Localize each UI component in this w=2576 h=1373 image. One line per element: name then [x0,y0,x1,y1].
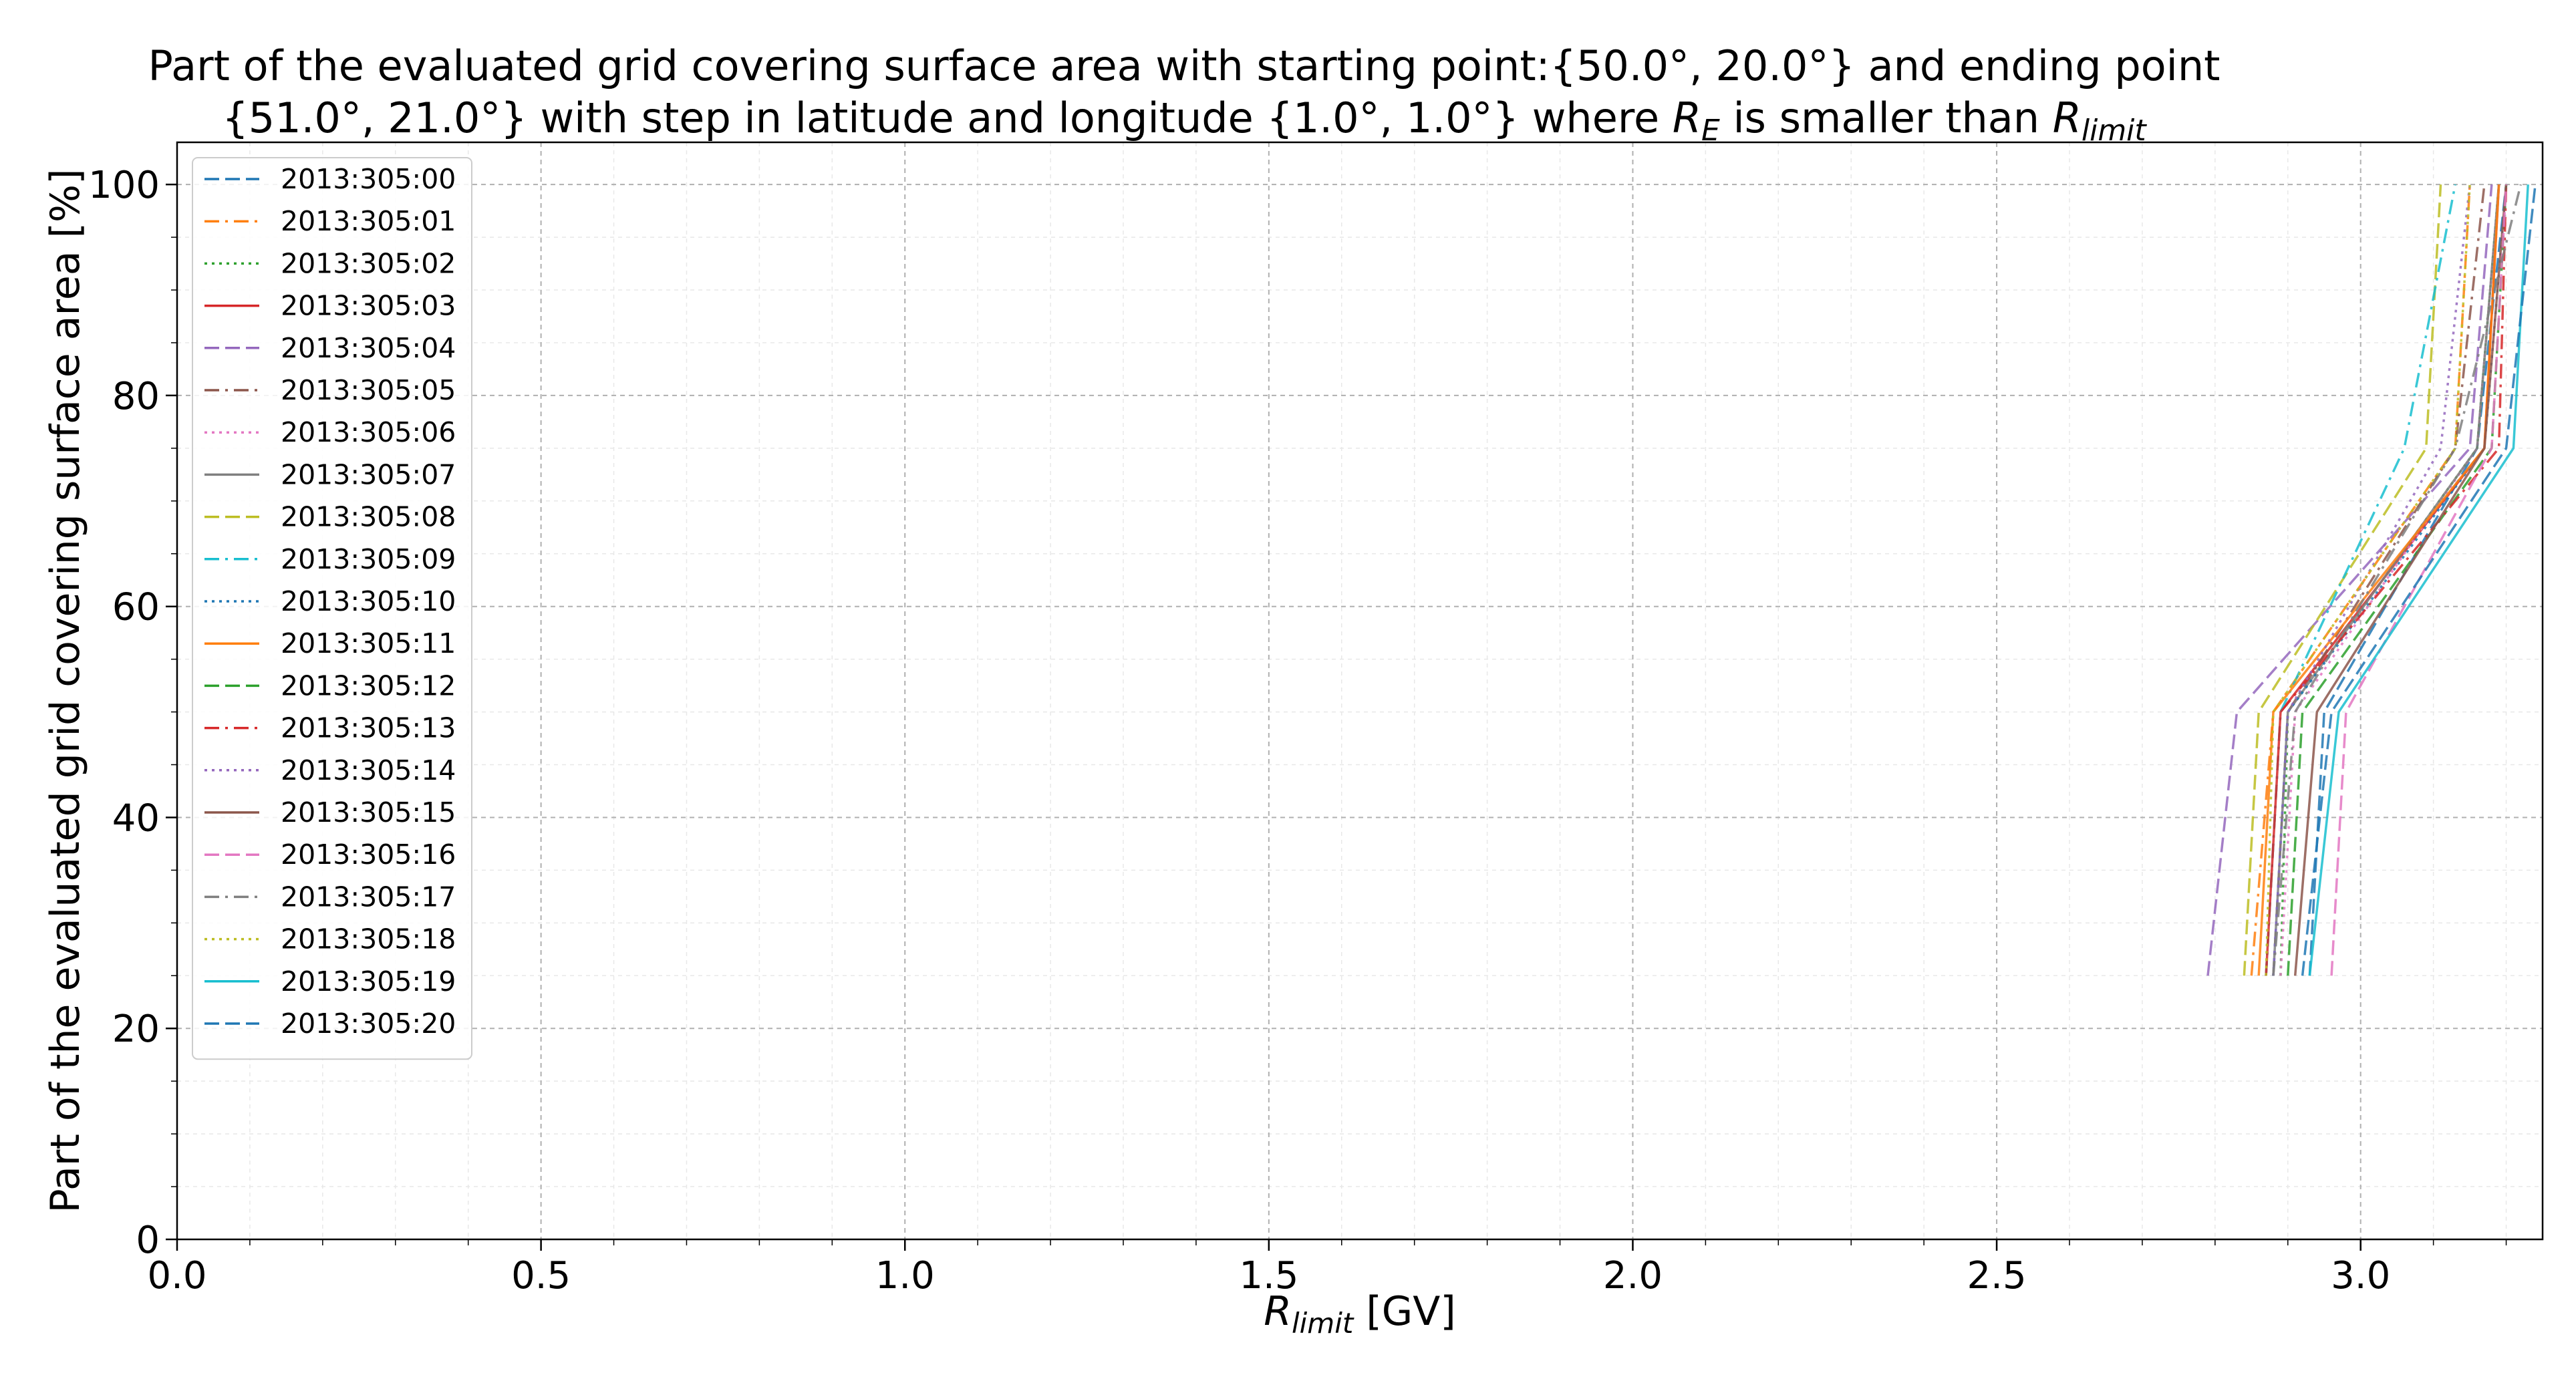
legend-label: 2013:305:01 [281,205,456,237]
legend-label: 2013:305:05 [281,374,456,406]
series-line [2301,184,2537,976]
legend-label: 2013:305:15 [281,796,456,828]
legend-box [192,157,472,1060]
x-tick-label: 1.0 [875,1254,935,1298]
x-axis-label: Rlimit [GV] [1264,1288,1456,1340]
legend-label: 2013:305:11 [281,627,456,659]
legend-label: 2013:305:07 [281,458,456,490]
y-tick-label: 100 [88,164,160,207]
series-line [2272,184,2508,976]
legend-label: 2013:305:06 [281,416,456,448]
series-line [2250,184,2471,976]
legend-label: 2013:305:09 [281,543,456,575]
chart-title-line1: Part of the evaluated grid covering surf… [148,41,2221,90]
x-tick-label: 1.5 [1239,1254,1298,1298]
y-tick-label: 60 [112,586,160,629]
x-tick-label: 0.0 [147,1254,206,1298]
ticks: 0.0 0.5 1.0 1.5 2.0 2.5 3.0 0 20 40 60 80 100 [88,164,2507,1298]
y-tick-label: 80 [112,375,160,418]
legend-label: 2013:305:14 [281,754,456,786]
series-line [2287,184,2508,976]
legend-label: 2013:305:16 [281,838,456,871]
legend-label: 2013:305:04 [281,332,456,364]
series-line [2257,184,2500,976]
series-line [2243,184,2442,976]
legend-label: 2013:305:13 [281,712,456,744]
legend-label: 2013:305:00 [281,163,456,195]
y-tick-label: 40 [112,796,160,840]
legend-label: 2013:305:12 [281,669,456,702]
series-line [2293,184,2508,976]
chart-title-line2: {51.0°, 21.0°} with step in latitude and… [222,94,2147,148]
y-tick-label: 20 [112,1008,160,1051]
x-tick-label: 2.0 [1603,1254,1663,1298]
legend-label: 2013:305:17 [281,881,456,913]
series-line [2265,184,2508,976]
series-lines [2206,184,2537,976]
legend-label: 2013:305:10 [281,585,456,617]
legend-label: 2013:305:18 [281,923,456,955]
y-tick-label: 0 [136,1219,160,1262]
y-axis-label: Part of the evaluated grid covering surf… [42,169,89,1213]
legend-label: 2013:305:20 [281,1008,456,1040]
legend-label: 2013:305:19 [281,965,456,998]
legend: 2013:305:00 2013:305:01 2013:305:02 2013:30… [192,157,472,1060]
x-tick-label: 0.5 [511,1254,571,1298]
legend-label: 2013:305:08 [281,501,456,533]
plot-frame [176,141,2544,1241]
x-tick-label: 3.0 [2331,1254,2390,1298]
legend-label: 2013:305:02 [281,247,456,279]
axes [176,141,2544,1241]
x-tick-label: 2.5 [1967,1254,2027,1298]
series-line [2272,184,2522,976]
series-line [2206,184,2493,976]
legend-label: 2013:305:03 [281,290,456,322]
